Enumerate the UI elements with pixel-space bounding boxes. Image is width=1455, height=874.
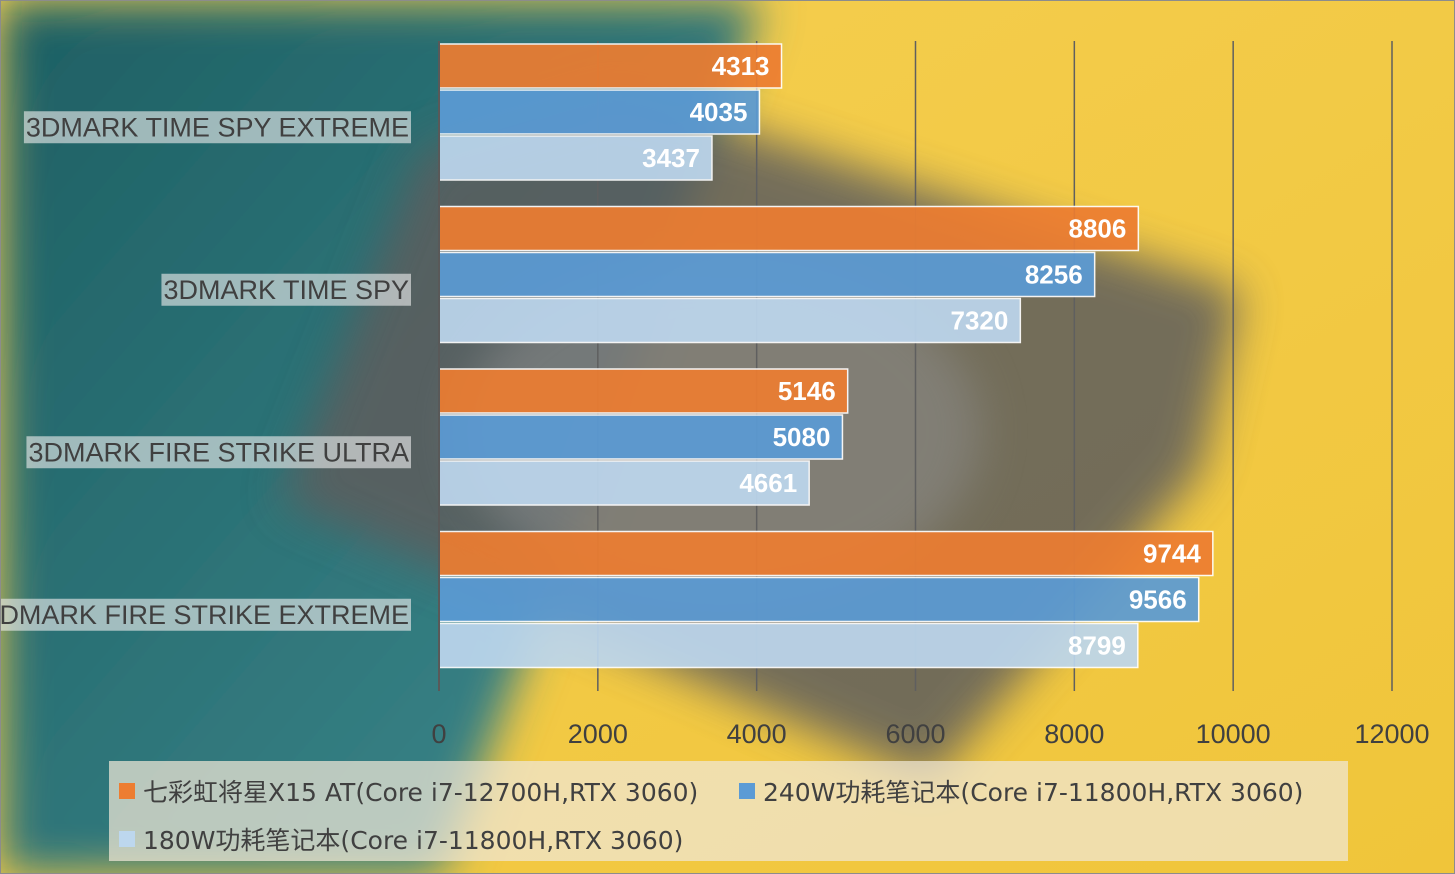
bar [438, 297, 1022, 344]
category-label-bg [23, 111, 411, 144]
bar-value-label: 8806 [1068, 214, 1126, 244]
bar-value-label: 7320 [950, 306, 1008, 336]
category-label-bg [1, 598, 411, 631]
value-labels: 4313 4035 3437 8806 8256 7320 5146 5080 4661 9744… [642, 51, 1201, 661]
bar-value-label: 5080 [773, 422, 831, 452]
bar-value-label: 4661 [739, 468, 797, 498]
x-tick-label: 6000 [885, 719, 945, 749]
legend-swatch-2 [119, 831, 135, 847]
legend-label-2: 180W功耗笔记本(Core i7-11800H,RTX 3060) [143, 826, 684, 855]
x-tick-label: 8000 [1044, 719, 1104, 749]
bar [438, 460, 810, 506]
bar [438, 89, 761, 135]
x-tick-label: 10000 [1196, 719, 1271, 749]
x-tick-label: 0 [431, 719, 446, 749]
legend-label-0: 七彩虹将星X15 AT(Core i7-12700H,RTX 3060) [143, 778, 699, 807]
bar-value-label: 4313 [712, 51, 770, 81]
legend-label-1: 240W功耗笔记本(Core i7-11800H,RTX 3060) [763, 778, 1304, 807]
bar-value-label: 3437 [642, 143, 700, 173]
bar [438, 368, 849, 414]
category-label-bg [26, 436, 411, 469]
bar [438, 135, 713, 181]
category-label-bg [161, 273, 411, 306]
category-label: 3DMARK FIRE STRIKE EXTREME [1, 600, 409, 630]
bar [438, 530, 1214, 577]
x-tick-label: 12000 [1354, 719, 1429, 749]
bar [438, 622, 1139, 669]
legend-item-1: 240W功耗笔记本(Core i7-11800H,RTX 3060) [739, 773, 1303, 809]
x-tick-labels: 0 2000 4000 6000 8000 10000 12000 [431, 719, 1429, 749]
legend-swatch-1 [739, 783, 755, 799]
category-label: 3DMARK TIME SPY EXTREME [26, 112, 409, 142]
bar [438, 414, 844, 460]
legend: 七彩虹将星X15 AT(Core i7-12700H,RTX 3060) 240… [109, 761, 1348, 861]
bars [438, 43, 1214, 669]
legend-item-0: 七彩虹将星X15 AT(Core i7-12700H,RTX 3060) [119, 773, 698, 809]
bar-value-label: 8799 [1068, 631, 1126, 661]
x-tick-label: 4000 [727, 719, 787, 749]
category-label: 3DMARK FIRE STRIKE ULTRA [28, 437, 409, 467]
bar-value-label: 9744 [1143, 539, 1201, 569]
bar [438, 205, 1140, 252]
legend-swatch-0 [119, 783, 135, 799]
bar-value-label: 4035 [690, 97, 748, 127]
legend-item-2: 180W功耗笔记本(Core i7-11800H,RTX 3060) [119, 821, 683, 857]
bar [438, 576, 1200, 623]
x-tick-label: 2000 [568, 719, 628, 749]
category-labels: 3DMARK TIME SPY EXTREME 3DMARK TIME SPY 3D… [1, 111, 411, 631]
bar-value-label: 5146 [778, 376, 836, 406]
bar-value-label: 8256 [1025, 260, 1083, 290]
bar-value-label: 9566 [1129, 585, 1187, 615]
category-label: 3DMARK TIME SPY [163, 275, 409, 305]
bar [438, 251, 1096, 298]
